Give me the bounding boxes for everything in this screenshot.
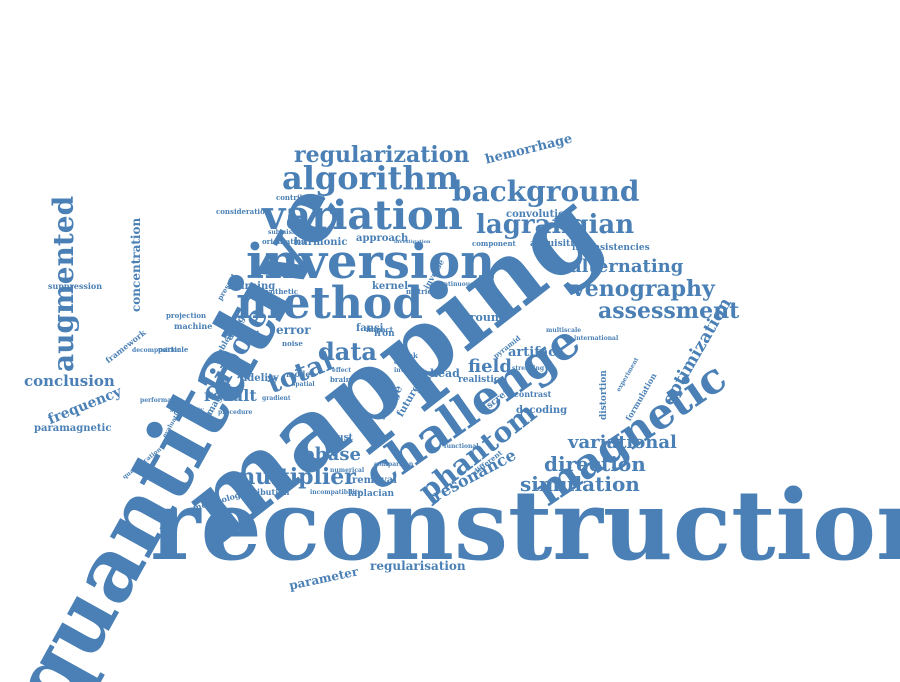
- word-comparison: comparison: [374, 461, 414, 468]
- word-functional: functional: [444, 443, 479, 450]
- word-decomposition: decomposition: [132, 347, 182, 354]
- word-multiplier: multiplier: [232, 464, 356, 490]
- word-fidelity: fidelity: [240, 373, 279, 384]
- word-conclusion: conclusion: [24, 372, 115, 390]
- word-data: data: [318, 337, 377, 366]
- word-specificity: specificity: [170, 407, 204, 414]
- word-component: component: [472, 239, 516, 248]
- word-fansi: fansi: [356, 323, 384, 334]
- word-lagrangian: lagrangian: [476, 210, 635, 240]
- word-incompatibility: incompatibility: [310, 489, 362, 496]
- word-noise: noise: [282, 339, 303, 348]
- word-robust: robust: [320, 433, 353, 443]
- word-particle: particle: [158, 345, 189, 354]
- word-distortion: distortion: [599, 370, 609, 420]
- word-frequency: frequency: [45, 383, 124, 428]
- word-inconsistencies: inconsistencies: [572, 243, 650, 253]
- word-machine: machine: [174, 321, 213, 331]
- word-variation: variation: [262, 192, 463, 239]
- word-decoding: decoding: [516, 405, 568, 416]
- word-reconstruction: reconstruction: [150, 469, 900, 582]
- word-artifact: artifact: [508, 345, 563, 360]
- word-convolution: convolution: [506, 209, 572, 220]
- word-hemorrhage: hemorrhage: [483, 131, 574, 168]
- word-orientation: orientation: [262, 237, 306, 246]
- word-harmonic: harmonic: [294, 237, 348, 248]
- word-projection: projection: [166, 311, 207, 320]
- word-international: international: [574, 335, 619, 342]
- word-venography: venography: [572, 276, 715, 302]
- word-algorithm: algorithm: [282, 159, 460, 197]
- word-submission: submission: [268, 229, 306, 236]
- word-method: method: [236, 278, 423, 329]
- word-error: error: [276, 323, 311, 337]
- word-contribution: contribution: [276, 193, 326, 202]
- word-metric: metric: [406, 287, 432, 296]
- word-invivo: invivo: [394, 367, 414, 374]
- word-alternating: alternating: [570, 256, 684, 277]
- word-performance: performance: [140, 397, 183, 404]
- word-weak: weak: [398, 351, 418, 360]
- word-kernel: kernel: [372, 281, 408, 292]
- word-direction: direction: [544, 452, 646, 476]
- word-phase: phase: [302, 444, 361, 465]
- word-regularization: regularization: [294, 142, 470, 168]
- word-brain: brain: [330, 375, 351, 384]
- word-paramagnetic: paramagnetic: [34, 423, 112, 434]
- word-impact: impact: [366, 325, 393, 334]
- word-concentration: concentration: [129, 217, 143, 312]
- word-deep: deep: [394, 359, 411, 366]
- word-simulation: simulation: [520, 472, 640, 496]
- word-approach: approach: [356, 233, 409, 244]
- word-head: head: [430, 367, 460, 380]
- word-iron: iron: [374, 329, 395, 339]
- word-investigation: investigation: [394, 239, 431, 245]
- word-consideration: consideration: [216, 207, 270, 216]
- word-multiscale: multiscale: [546, 327, 582, 334]
- word-acquisition: acquisition: [530, 239, 587, 249]
- word-regularisation: regularisation: [370, 559, 466, 573]
- word-result: result: [204, 386, 257, 405]
- word-numerical: numerical: [330, 467, 365, 474]
- word-inversion: inversion: [246, 234, 496, 290]
- word-continuous: continuous: [436, 281, 474, 288]
- word-background: background: [452, 175, 640, 208]
- word-model: model: [286, 369, 314, 379]
- word-spatial: spatial: [292, 381, 315, 388]
- word-removal: removal: [352, 475, 397, 486]
- word-suppression: suppression: [48, 281, 103, 291]
- word-field: field: [468, 356, 512, 377]
- word-contrast: contrast: [514, 389, 552, 399]
- word-gradient: gradient: [262, 395, 291, 402]
- word-effect: effect: [332, 367, 351, 374]
- word-ground: ground: [462, 311, 507, 324]
- word-distribution: distribution: [236, 487, 290, 497]
- word-experiment: experiment: [615, 356, 641, 393]
- word-procedure: procedure: [218, 409, 253, 416]
- word-streaking: streaking: [512, 365, 545, 372]
- word-realistic: realistic: [458, 375, 500, 385]
- word-variational: variational: [568, 432, 677, 453]
- word-synthetic: synthetic: [262, 287, 299, 296]
- word-laplacian: laplacian: [348, 489, 395, 499]
- word-assessment: assessment: [598, 298, 740, 324]
- word-learning: learning: [228, 281, 276, 292]
